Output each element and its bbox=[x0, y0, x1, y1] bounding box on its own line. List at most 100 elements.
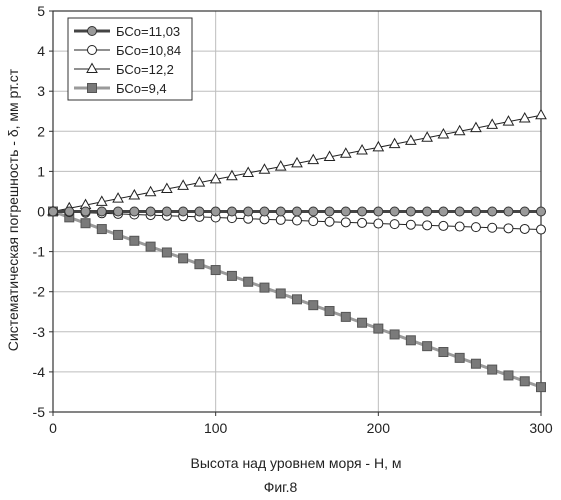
data-point bbox=[341, 218, 350, 227]
data-point bbox=[195, 207, 204, 216]
data-point bbox=[179, 254, 188, 263]
data-point bbox=[520, 224, 529, 233]
data-point bbox=[406, 207, 415, 216]
y-tick-label: -4 bbox=[33, 364, 46, 380]
data-point bbox=[439, 207, 448, 216]
data-point bbox=[244, 277, 253, 286]
data-point bbox=[293, 207, 302, 216]
data-point bbox=[97, 225, 106, 234]
data-point bbox=[537, 207, 546, 216]
data-point bbox=[406, 336, 415, 345]
data-point bbox=[520, 207, 529, 216]
data-point bbox=[439, 221, 448, 230]
data-point bbox=[471, 223, 480, 232]
data-point bbox=[406, 220, 415, 229]
legend-label: БСо=11,03 bbox=[116, 24, 180, 39]
data-point bbox=[374, 324, 383, 333]
legend-label: БСо=10,84 bbox=[116, 43, 181, 58]
data-point bbox=[537, 225, 546, 234]
data-point bbox=[341, 207, 350, 216]
series-1 bbox=[49, 207, 546, 216]
legend-marker bbox=[88, 46, 97, 55]
data-point bbox=[227, 207, 236, 216]
legend-label: БСо=9,4 bbox=[116, 81, 167, 96]
data-point bbox=[114, 230, 123, 239]
data-point bbox=[390, 330, 399, 339]
data-point bbox=[195, 260, 204, 269]
data-point bbox=[260, 207, 269, 216]
x-tick-label: 0 bbox=[49, 420, 57, 436]
data-point bbox=[374, 219, 383, 228]
data-point bbox=[455, 222, 464, 231]
data-point bbox=[341, 312, 350, 321]
data-point bbox=[488, 223, 497, 232]
x-tick-label: 100 bbox=[204, 420, 228, 436]
x-tick-label: 300 bbox=[529, 420, 553, 436]
y-tick-label: 4 bbox=[37, 43, 45, 59]
data-point bbox=[276, 207, 285, 216]
data-point bbox=[309, 207, 318, 216]
data-point bbox=[471, 359, 480, 368]
series-3 bbox=[48, 110, 546, 215]
data-point bbox=[81, 207, 90, 216]
data-point bbox=[325, 307, 334, 316]
data-point bbox=[227, 271, 236, 280]
legend-marker bbox=[88, 84, 97, 93]
data-point bbox=[488, 207, 497, 216]
data-point bbox=[293, 295, 302, 304]
data-point bbox=[211, 266, 220, 275]
data-point bbox=[455, 353, 464, 362]
chart: 543210-1-2-3-4-50100200300 БСо=11,03БСо=… bbox=[0, 0, 561, 478]
y-tick-label: 5 bbox=[37, 3, 45, 19]
legend: БСо=11,03 БСо=10,84 БСо=12,2 БСо=9,4 bbox=[68, 18, 192, 100]
data-point bbox=[309, 301, 318, 310]
data-point bbox=[358, 207, 367, 216]
data-point bbox=[146, 242, 155, 251]
data-point bbox=[358, 218, 367, 227]
data-point bbox=[488, 365, 497, 374]
y-tick-label: -1 bbox=[33, 244, 46, 260]
series-4 bbox=[49, 207, 546, 392]
legend-marker bbox=[88, 27, 97, 36]
data-point bbox=[537, 383, 546, 392]
y-tick-label: 3 bbox=[37, 83, 45, 99]
data-point bbox=[49, 207, 58, 216]
data-point bbox=[423, 207, 432, 216]
data-point bbox=[65, 207, 74, 216]
data-point bbox=[276, 289, 285, 298]
data-point bbox=[97, 207, 106, 216]
data-point bbox=[358, 318, 367, 327]
data-point bbox=[439, 348, 448, 357]
legend-label: БСо=12,2 bbox=[116, 62, 174, 77]
y-tick-label: 2 bbox=[37, 123, 45, 139]
data-point bbox=[455, 207, 464, 216]
data-point bbox=[504, 207, 513, 216]
data-point bbox=[325, 207, 334, 216]
data-point bbox=[390, 207, 399, 216]
y-tick-label: 1 bbox=[37, 163, 45, 179]
y-tick-label: -5 bbox=[33, 404, 46, 420]
data-point bbox=[374, 207, 383, 216]
data-point bbox=[130, 207, 139, 216]
data-point bbox=[293, 216, 302, 225]
data-point bbox=[130, 236, 139, 245]
data-point bbox=[536, 110, 546, 119]
data-point bbox=[276, 215, 285, 224]
data-point bbox=[211, 207, 220, 216]
figure-caption: Фиг.8 bbox=[0, 479, 561, 495]
data-point bbox=[504, 224, 513, 233]
data-point bbox=[423, 221, 432, 230]
data-point bbox=[114, 207, 123, 216]
data-point bbox=[260, 283, 269, 292]
data-point bbox=[244, 207, 253, 216]
data-point bbox=[423, 342, 432, 351]
data-point bbox=[162, 248, 171, 257]
data-point bbox=[81, 219, 90, 228]
data-point bbox=[504, 371, 513, 380]
y-tick-label: -3 bbox=[33, 324, 46, 340]
data-point bbox=[325, 217, 334, 226]
data-point bbox=[179, 207, 188, 216]
y-tick-label: -2 bbox=[33, 284, 46, 300]
data-point bbox=[390, 220, 399, 229]
series-group bbox=[48, 110, 546, 392]
